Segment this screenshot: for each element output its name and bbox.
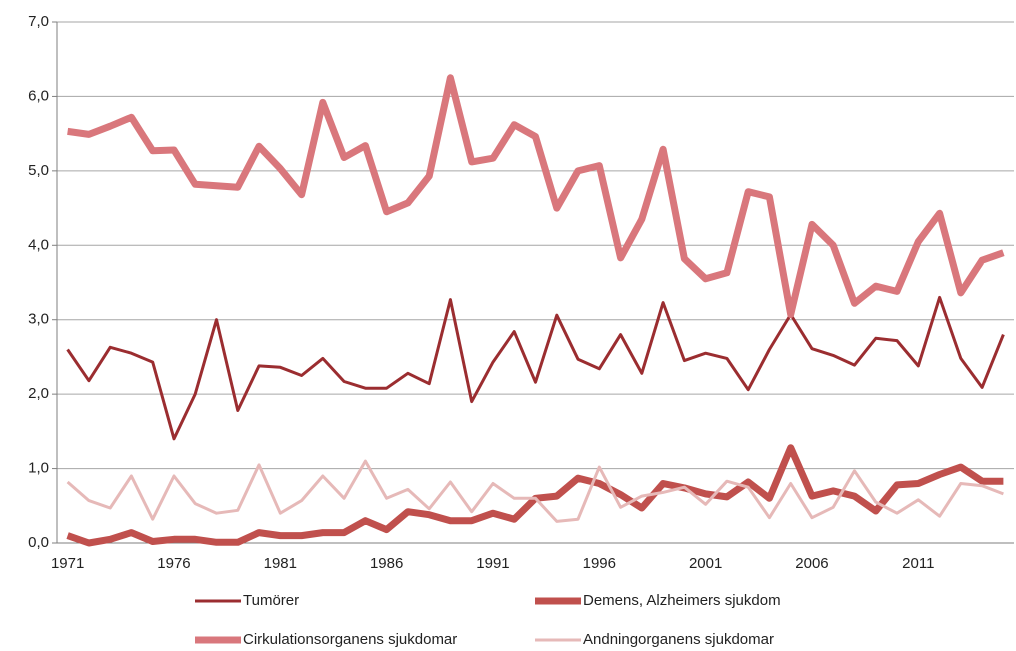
y-tick-label: 1,0 xyxy=(28,460,49,477)
x-tick-label: 1981 xyxy=(264,555,297,572)
y-tick-label: 7,0 xyxy=(28,13,49,30)
x-tick-label: 2001 xyxy=(689,555,722,572)
x-tick-label: 1976 xyxy=(157,555,190,572)
series-line xyxy=(67,74,1005,318)
x-tick-label: 1996 xyxy=(583,555,616,572)
y-tick-label: 6,0 xyxy=(28,87,49,104)
legend-label: Demens, Alzheimers sjukdom xyxy=(583,592,781,609)
x-tick-label: 2006 xyxy=(795,555,828,572)
series-line xyxy=(66,459,1004,523)
y-tick-label: 0,0 xyxy=(28,534,49,551)
series-line xyxy=(66,295,1005,441)
series-line xyxy=(66,444,1004,547)
legend-label: Tumörer xyxy=(243,592,299,609)
y-tick-label: 2,0 xyxy=(28,385,49,402)
x-tick-label: 1971 xyxy=(51,555,84,572)
y-tick-label: 5,0 xyxy=(28,162,49,179)
x-tick-label: 2011 xyxy=(902,555,934,572)
y-tick-label: 4,0 xyxy=(28,236,49,253)
legend-label: Andningorganens sjukdomar xyxy=(583,631,774,648)
y-tick-label: 3,0 xyxy=(28,311,49,328)
x-tick-label: 1986 xyxy=(370,555,403,572)
x-tick-label: 1991 xyxy=(476,555,509,572)
legend-label: Cirkulationsorganens sjukdomar xyxy=(243,631,457,648)
